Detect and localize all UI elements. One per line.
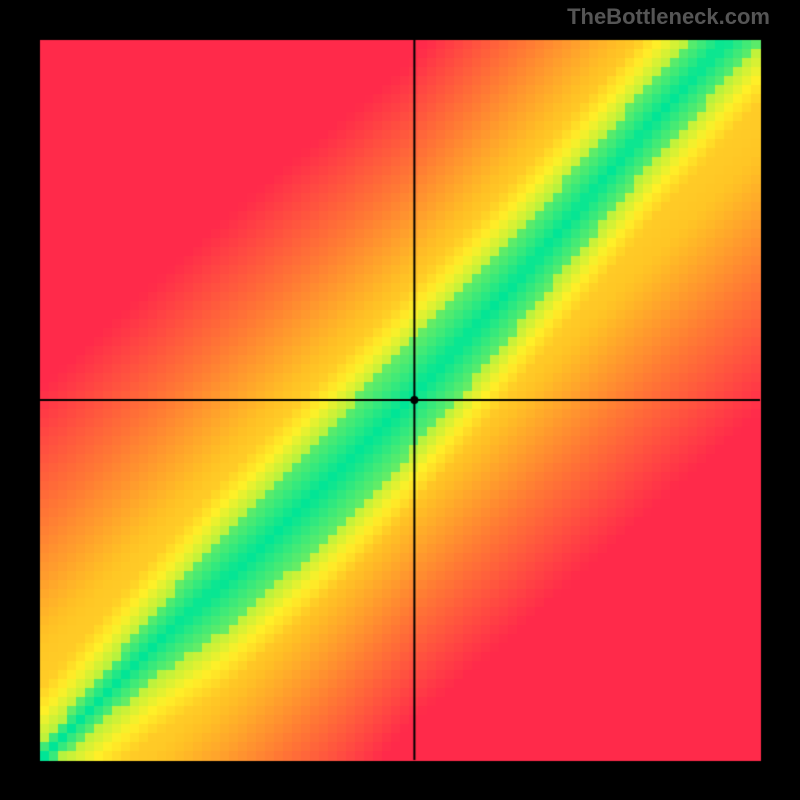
watermark-label: TheBottleneck.com	[567, 4, 770, 30]
bottleneck-heatmap	[0, 0, 800, 800]
chart-container: TheBottleneck.com	[0, 0, 800, 800]
